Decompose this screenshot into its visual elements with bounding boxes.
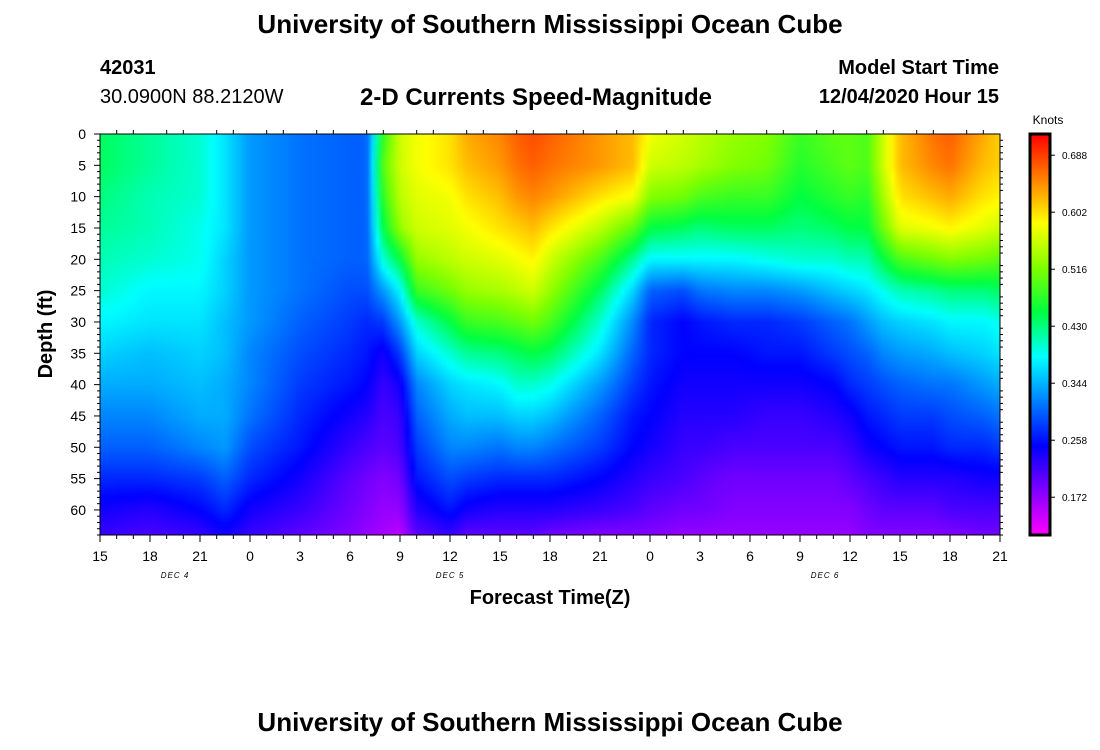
y-tick-label: 35 (70, 345, 86, 361)
y-tick-label: 60 (70, 502, 86, 518)
station-id: 42031 (100, 57, 156, 79)
x-tick-label: 0 (246, 548, 254, 564)
day-labels: DEC 4 DEC 5 DEC 6 (161, 571, 840, 580)
x-tick-label: 21 (592, 548, 608, 564)
page-title-top: University of Southern Mississippi Ocean… (257, 9, 843, 39)
x-tick-label: 6 (346, 548, 354, 564)
day-label: DEC 4 (161, 571, 190, 580)
x-tick-label: 9 (796, 548, 804, 564)
colorbar-gradient (1028, 132, 1052, 537)
x-tick-label: 15 (892, 548, 908, 564)
colorbar: Knots 0.688 0.602 0.516 0.430 0.344 0.258 0.17… (1028, 113, 1087, 537)
colorbar-tick-label: 0.258 (1062, 436, 1087, 447)
x-tick-label: 3 (696, 548, 704, 564)
colorbar-label: Knots (1033, 113, 1064, 127)
model-start-value: 12/04/2020 Hour 15 (818, 86, 999, 108)
y-tick-label: 10 (70, 189, 86, 205)
colorbar-tick-label: 0.344 (1062, 379, 1087, 390)
y-tick-label: 30 (70, 314, 86, 330)
x-tick-label: 12 (442, 548, 458, 564)
x-tick-label: 18 (142, 548, 158, 564)
model-start-label: Model Start Time (838, 57, 999, 79)
x-tick-label: 0 (646, 548, 654, 564)
colorbar-tick-label: 0.516 (1062, 265, 1087, 276)
x-tick-label: 12 (842, 548, 858, 564)
x-tick-label: 9 (396, 548, 404, 564)
x-tick-label: 18 (542, 548, 558, 564)
colorbar-tick-label: 0.172 (1062, 493, 1087, 504)
y-tick-label: 5 (78, 157, 86, 173)
y-tick-label: 0 (78, 126, 86, 142)
colorbar-tick-label: 0.602 (1062, 208, 1087, 219)
x-tick-label: 21 (192, 548, 208, 564)
x-tick-label: 21 (992, 548, 1008, 564)
y-tick-label: 15 (70, 220, 86, 236)
y-tick-label: 20 (70, 251, 86, 267)
heatmap-image (100, 134, 1000, 535)
colorbar-tick-label: 0.688 (1062, 151, 1087, 162)
x-tick-label: 15 (492, 548, 508, 564)
page-title-bottom: University of Southern Mississippi Ocean… (257, 707, 843, 737)
x-axis: 15 18 21 0 3 6 9 12 15 18 21 0 3 6 9 12 15 18 21 (92, 130, 1008, 564)
y-tick-label: 50 (70, 439, 86, 455)
y-axis-label: Depth (ft) (35, 290, 57, 379)
x-tick-label: 15 (92, 548, 108, 564)
day-label: DEC 6 (811, 571, 840, 580)
colorbar-tick-label: 0.430 (1062, 322, 1087, 333)
y-tick-label: 55 (70, 471, 86, 487)
x-axis-label: Forecast Time(Z) (470, 587, 631, 609)
station-coordinates: 30.0900N 88.2120W (100, 86, 284, 108)
y-tick-label: 40 (70, 377, 86, 393)
x-tick-label: 3 (296, 548, 304, 564)
chart-title: 2-D Currents Speed-Magnitude (360, 84, 713, 111)
y-tick-label: 25 (70, 283, 86, 299)
x-tick-label: 18 (942, 548, 958, 564)
y-tick-label: 45 (70, 408, 86, 424)
x-tick-label: 6 (746, 548, 754, 564)
y-axis: 0 5 10 15 20 25 30 35 40 45 50 55 60 (70, 126, 1003, 536)
day-label: DEC 5 (436, 571, 465, 580)
